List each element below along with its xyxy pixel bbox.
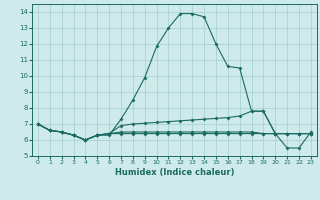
X-axis label: Humidex (Indice chaleur): Humidex (Indice chaleur) [115,168,234,177]
